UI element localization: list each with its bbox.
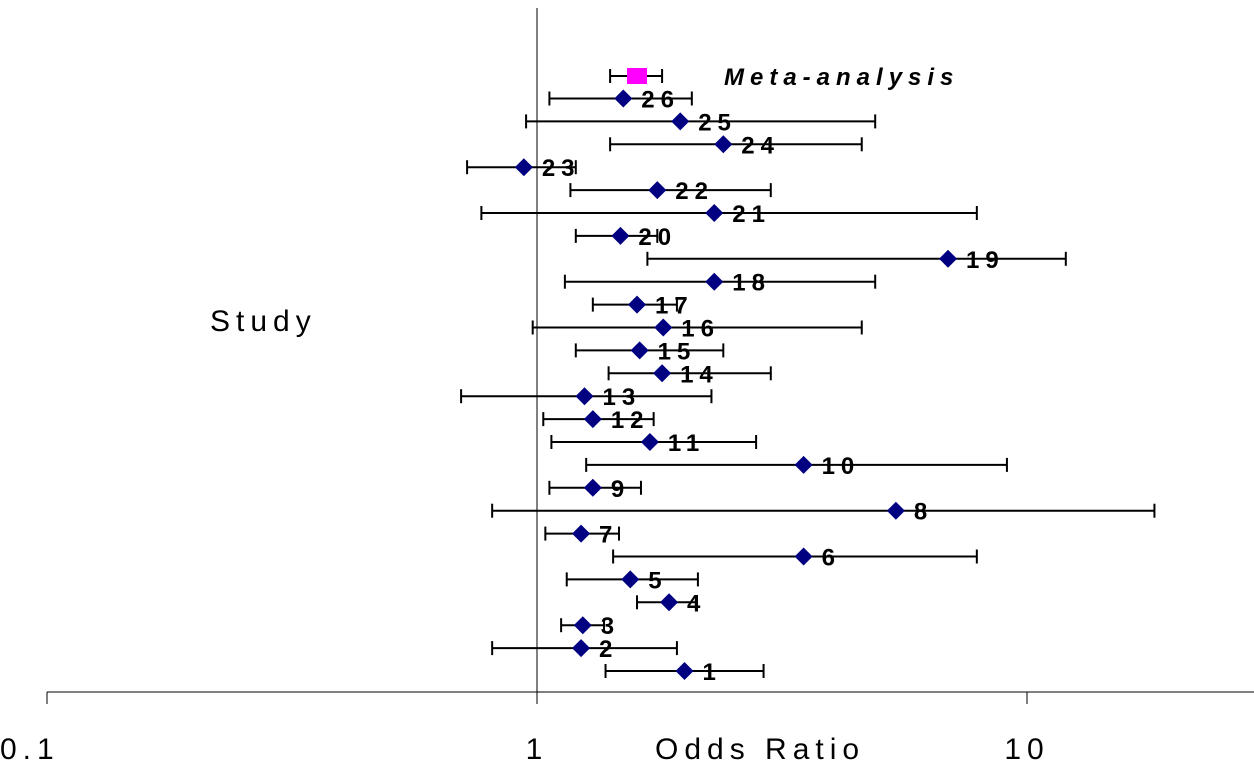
- point-estimates: [514, 68, 958, 680]
- study-label-11: 11: [668, 430, 705, 457]
- study-label-2: 2: [599, 636, 618, 663]
- study-label-10: 10: [822, 453, 861, 480]
- study-label-12: 12: [611, 407, 650, 434]
- study-label-18: 18: [732, 270, 771, 297]
- x-tick-label: 0.1: [0, 733, 60, 766]
- study-marker-5: [621, 570, 640, 589]
- study-marker-24: [714, 135, 733, 154]
- study-label-17: 17: [655, 293, 694, 320]
- study-label-20: 20: [638, 224, 677, 251]
- study-marker-19: [939, 249, 958, 268]
- x-axis-title: Odds Ratio: [655, 733, 865, 766]
- study-marker-17: [628, 295, 647, 314]
- study-marker-22: [648, 181, 667, 200]
- study-marker-14: [653, 364, 672, 383]
- study-label-22: 22: [675, 178, 714, 205]
- study-marker-1: [675, 662, 694, 680]
- study-marker-15: [630, 341, 649, 360]
- x-tick-label: 10: [1004, 733, 1049, 766]
- study-label-21: 21: [732, 201, 771, 228]
- study-marker-4: [660, 593, 679, 612]
- study-marker-18: [705, 272, 724, 291]
- study-marker-25: [671, 112, 690, 131]
- study-marker-9: [583, 478, 602, 497]
- study-marker-7: [572, 524, 591, 543]
- study-marker-11: [640, 433, 659, 451]
- study-label-14: 14: [680, 361, 719, 388]
- study-label-1: 1: [703, 659, 722, 686]
- study-marker-10: [794, 455, 813, 474]
- y-axis-title: Study: [210, 305, 317, 338]
- study-label-9: 9: [611, 476, 630, 503]
- study-marker-26: [614, 89, 633, 108]
- study-label-16: 16: [681, 316, 720, 343]
- study-label-13: 13: [602, 384, 641, 411]
- study-label-6: 6: [822, 545, 841, 572]
- study-label-25: 25: [698, 109, 737, 136]
- study-marker-2: [572, 639, 591, 658]
- study-label-3: 3: [601, 613, 620, 640]
- study-label-24: 24: [741, 132, 780, 159]
- study-label-5: 5: [648, 567, 667, 594]
- x-tick-label: 1: [526, 733, 549, 766]
- meta-analysis-label: Meta-analysis: [724, 64, 959, 91]
- study-marker-3: [573, 616, 592, 635]
- study-label-19: 19: [966, 247, 1005, 274]
- study-label-23: 23: [542, 155, 581, 182]
- study-label-8: 8: [914, 499, 933, 526]
- study-marker-20: [611, 226, 630, 245]
- x-axis-tick-labels: 0.1 1 10: [0, 733, 1049, 766]
- study-marker-16: [654, 318, 673, 337]
- study-label-7: 7: [599, 522, 618, 549]
- study-labels: 1234567891011121314151617181920212223242…: [542, 64, 1005, 686]
- study-marker-6: [794, 547, 813, 566]
- study-marker-12: [583, 410, 602, 429]
- study-label-15: 15: [658, 338, 697, 365]
- study-label-4: 4: [687, 590, 706, 617]
- study-marker-13: [575, 387, 594, 406]
- axes: [47, 8, 1254, 693]
- meta-analysis-marker: [627, 68, 648, 84]
- study-marker-8: [886, 501, 905, 520]
- x-axis-tick-marks: [46, 692, 1028, 704]
- study-label-26: 26: [641, 87, 680, 114]
- study-marker-21: [705, 204, 724, 222]
- study-marker-23: [514, 158, 533, 177]
